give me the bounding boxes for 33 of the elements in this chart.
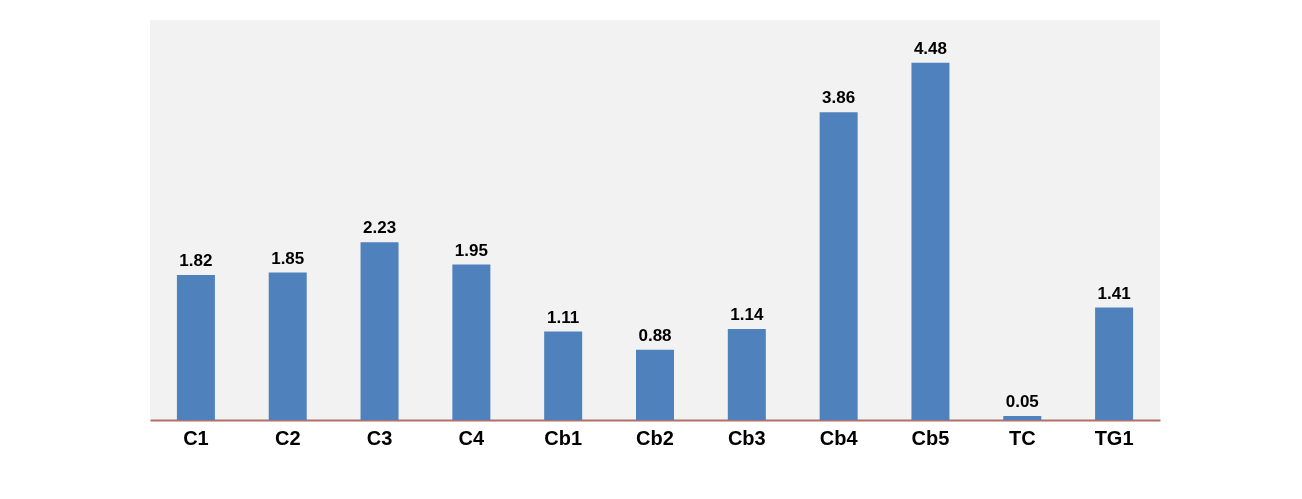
bar xyxy=(911,62,950,420)
bar xyxy=(268,272,307,420)
x-tick-label: TC xyxy=(1008,426,1036,449)
x-tick-label: C3 xyxy=(366,426,393,449)
data-label: 3.86 xyxy=(822,88,856,108)
bar xyxy=(360,242,399,420)
bar xyxy=(819,112,858,420)
data-label: 1.85 xyxy=(271,248,305,268)
bar xyxy=(176,274,215,420)
bar xyxy=(1003,416,1042,420)
data-label: 2.23 xyxy=(363,218,397,238)
data-label: 1.82 xyxy=(179,250,213,270)
x-tick-label: Cb5 xyxy=(911,426,950,449)
x-tick-label: Cb4 xyxy=(819,426,859,449)
data-label: 0.88 xyxy=(638,325,672,345)
x-tick-label: Cb2 xyxy=(636,426,674,449)
bar xyxy=(636,349,674,420)
x-tick-label: TG1 xyxy=(1094,426,1134,449)
bar xyxy=(1095,307,1134,420)
bar xyxy=(452,264,491,420)
x-tick-label: Cb1 xyxy=(544,426,583,449)
x-tick-label: C2 xyxy=(274,426,301,449)
data-label: 1.95 xyxy=(454,240,488,260)
data-label: 1.41 xyxy=(1097,283,1131,303)
bar xyxy=(544,331,583,420)
x-tick-label: C4 xyxy=(458,426,486,449)
bar xyxy=(727,329,766,420)
x-tick-label: Cb3 xyxy=(727,426,766,449)
data-label: 1.14 xyxy=(730,305,764,325)
data-label: 1.11 xyxy=(547,307,580,327)
data-label: 4.48 xyxy=(913,38,947,58)
data-label: 0.05 xyxy=(1005,392,1039,412)
x-tick-label: C1 xyxy=(183,426,209,449)
